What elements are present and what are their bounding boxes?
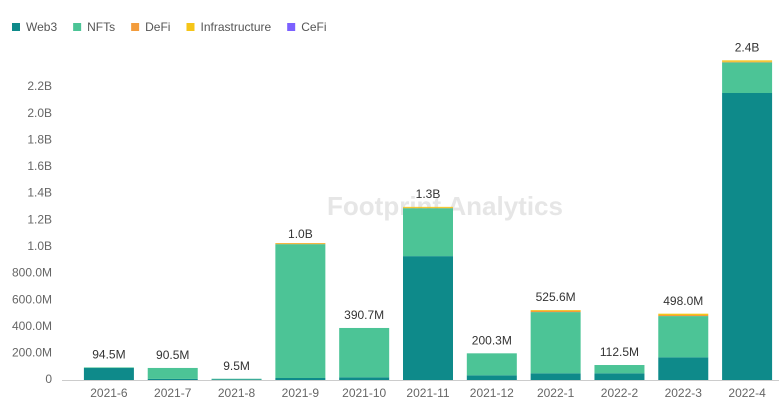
bar-segment <box>722 62 773 93</box>
total-label: 525.6M <box>536 290 576 304</box>
y-tick-label: 1.8B <box>27 132 52 146</box>
total-label: 498.0M <box>663 294 703 308</box>
bar-segment <box>83 368 134 380</box>
bar-segment <box>339 327 390 378</box>
total-label: 112.5M <box>600 345 639 359</box>
legend-swatch <box>73 23 82 31</box>
total-label: 90.5M <box>156 348 189 362</box>
bar-segment <box>466 375 517 380</box>
legend-text: Web3 <box>26 20 57 34</box>
total-label: 1.0B <box>288 227 313 241</box>
legend-swatch <box>131 23 140 31</box>
x-tick-label: 2022-1 <box>537 386 575 400</box>
bar-segment <box>403 206 453 208</box>
bar-segment <box>530 312 581 374</box>
x-tick-label: 2021-10 <box>342 386 386 400</box>
bar-segment <box>530 310 581 313</box>
bar-segment <box>658 357 709 380</box>
y-tick-label: 1.2B <box>27 212 52 226</box>
total-label: 9.5M <box>223 359 250 373</box>
legend-swatch <box>287 23 296 31</box>
bar-segment <box>594 373 645 380</box>
legend-swatch <box>186 23 195 31</box>
bar-segment <box>530 309 581 311</box>
x-tick-label: 2021-9 <box>282 386 320 400</box>
legend-text: CeFi <box>301 20 326 34</box>
total-label: 200.3M <box>472 333 512 347</box>
bar-segment <box>658 315 709 317</box>
x-tick-label: 2021-8 <box>218 386 256 400</box>
x-tick-label: 2021-11 <box>406 386 449 400</box>
bar-segment <box>403 208 453 257</box>
y-tick-label: 0 <box>45 372 52 386</box>
bar-segment <box>594 365 645 374</box>
bar-segment <box>147 367 198 379</box>
y-tick-label: 1.0B <box>27 239 52 253</box>
bar-segment <box>211 378 262 380</box>
bar-segment <box>275 244 326 379</box>
bar-segment <box>722 60 773 62</box>
bar-segment <box>466 353 517 376</box>
y-tick-label: 600.0M <box>12 292 52 306</box>
bar-segment <box>722 61 773 63</box>
legend-text: NFTs <box>87 20 115 34</box>
bar-segment <box>211 379 262 380</box>
bar-segment <box>83 367 134 369</box>
y-tick-label: 1.4B <box>27 186 52 200</box>
bar-segment <box>658 313 709 316</box>
legend-text: Infrastructure <box>200 20 271 34</box>
x-tick-label: 2021-7 <box>154 386 192 400</box>
bar-segment <box>722 92 773 381</box>
x-tick-label: 2022-3 <box>665 386 703 400</box>
y-tick-label: 1.6B <box>27 159 52 173</box>
bar-segment <box>275 378 326 380</box>
total-label: 94.5M <box>92 348 125 362</box>
bar-segment <box>147 378 198 380</box>
x-tick-label: 2021-6 <box>90 386 128 400</box>
x-tick-label: 2022-2 <box>601 386 639 400</box>
legend-text: DeFi <box>145 20 170 34</box>
x-tick-label: 2022-4 <box>728 386 766 400</box>
x-tick-label: 2021-12 <box>470 386 514 400</box>
bar-segment <box>658 316 709 358</box>
bar-segment <box>530 373 581 380</box>
y-tick-label: 200.0M <box>12 346 52 360</box>
y-tick-label: 2.2B <box>27 79 52 93</box>
bar-segment <box>403 256 453 380</box>
y-tick-label: 2.0B <box>27 106 52 120</box>
bar-segment <box>275 243 326 245</box>
total-label: 2.4B <box>735 41 760 55</box>
bar-segment <box>339 377 390 380</box>
y-tick-label: 400.0M <box>12 319 52 333</box>
total-label: 390.7M <box>344 308 384 322</box>
y-tick-label: 800.0M <box>12 266 52 280</box>
total-label: 1.3B <box>416 187 441 201</box>
legend-swatch <box>12 23 20 31</box>
